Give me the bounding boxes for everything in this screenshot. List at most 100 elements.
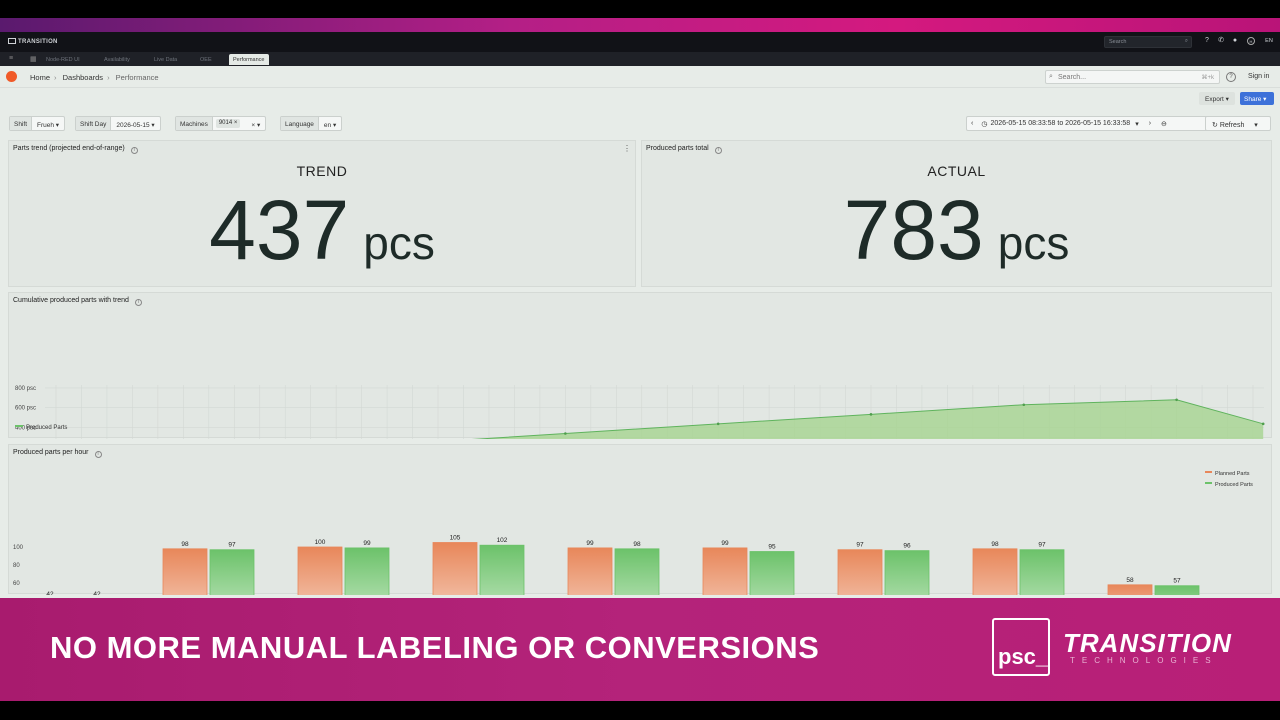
legend-planned: Planned Parts — [1205, 469, 1253, 480]
refresh-button[interactable]: ↻ Refresh ▾ — [1205, 116, 1271, 131]
clock-icon: ◷ — [981, 120, 988, 128]
produced-bar — [1154, 585, 1200, 595]
bar-value-label: 42 — [93, 591, 101, 595]
trend-panel-title: Parts trend (projected end-of-range) i — [13, 145, 138, 154]
dashboard-search-placeholder: Search... — [1058, 74, 1087, 81]
bar-value-label: 97 — [1038, 542, 1046, 549]
planned-bar — [297, 546, 343, 595]
actual-panel-title: Produced parts total i — [646, 145, 722, 154]
breadcrumb: Home › Dashboards › Performance — [30, 73, 159, 82]
caption-banner: NO MORE MANUAL LABELING OR CONVERSIONS p… — [0, 598, 1280, 701]
data-point — [564, 432, 567, 435]
planned-bar — [972, 548, 1018, 595]
produced-bar — [614, 548, 660, 595]
bar-value-label: 99 — [363, 540, 371, 547]
info-icon[interactable]: i — [130, 147, 138, 154]
trend-unit: pcs — [363, 217, 435, 269]
bar-value-label: 105 — [450, 535, 461, 542]
language-value: en — [323, 122, 332, 129]
transition-wordmark: TRANSITION — [1063, 628, 1232, 658]
actual-title-text: Produced parts total — [646, 145, 709, 152]
search-icon: ⌕ — [1049, 73, 1053, 80]
sign-in-link[interactable]: Sign in — [1248, 73, 1270, 80]
grid-icon[interactable]: ▦ — [30, 56, 37, 63]
grafana-logo-icon[interactable] — [6, 71, 17, 82]
data-point — [1022, 403, 1026, 407]
machine-chip[interactable]: 9014 × — [215, 119, 241, 128]
planned-bar — [432, 542, 478, 595]
help-icon[interactable]: ? — [1226, 72, 1236, 82]
produced-bar — [1019, 549, 1065, 595]
time-range-text: 2026-05-15 08:33:58 to 2026-05-15 16:33:… — [990, 120, 1131, 127]
language-variable[interactable]: Language en ▾ — [280, 116, 343, 131]
tab-node-red[interactable]: Node-RED UI — [46, 57, 80, 63]
shift-select[interactable]: Frueh ▾ — [37, 122, 60, 129]
bell-icon[interactable]: ● — [1232, 37, 1238, 44]
bar-value-label: 98 — [633, 541, 641, 548]
breadcrumb-home[interactable]: Home — [30, 73, 51, 82]
info-icon[interactable]: i — [134, 299, 142, 306]
legend-swatch — [1205, 482, 1212, 484]
share-button[interactable]: Share ▾ — [1240, 92, 1274, 105]
machines-label: Machines — [176, 117, 213, 130]
info-icon[interactable]: i — [94, 451, 102, 458]
time-forward-icon[interactable]: › — [1148, 120, 1152, 127]
machine-chip-value: 9014 — [218, 120, 233, 126]
language-select[interactable]: en ▾ — [323, 122, 337, 129]
zoom-out-icon[interactable]: ⊖ — [1161, 120, 1167, 128]
machines-variable[interactable]: Machines 9014 × × ▾ — [175, 116, 267, 131]
planned-bar — [567, 547, 613, 595]
tab-oee[interactable]: OEE — [200, 57, 212, 63]
shift-day-select[interactable]: 2026-05-15 ▾ — [116, 122, 155, 129]
language-label: Language — [281, 117, 319, 130]
search-shortcut: ⌘+k — [1201, 75, 1214, 81]
language-switch[interactable]: EN — [1265, 38, 1273, 44]
legend-planned-label: Planned Parts — [1215, 471, 1250, 477]
refresh-label: Refresh — [1219, 122, 1245, 129]
panel-menu-icon[interactable]: ⋮ — [623, 144, 631, 153]
dashboard-search-input[interactable]: ⌕ Search... ⌘+k — [1045, 70, 1220, 84]
app-search-input[interactable]: Search ⌕ — [1104, 36, 1192, 48]
shift-value: Frueh — [37, 122, 54, 129]
produced-area — [479, 399, 1264, 439]
variables-bar: Shift Frueh ▾ Shift Day 2026-05-15 ▾ Mac… — [0, 114, 1280, 134]
cumulative-title-text: Cumulative produced parts with trend — [13, 297, 129, 304]
search-icon: ⌕ — [1184, 38, 1188, 44]
produced-bar — [749, 551, 795, 595]
legend-swatch — [1205, 471, 1212, 473]
tab-live-data[interactable]: Live Data — [154, 57, 178, 63]
announce-icon[interactable]: ✆ — [1218, 37, 1224, 44]
shift-day-variable[interactable]: Shift Day 2026-05-15 ▾ — [75, 116, 161, 131]
cumulative-chart: 08:4008:5009:0009:1009:2009:3009:4009:50… — [15, 385, 1265, 439]
user-avatar[interactable]: H — [1247, 37, 1255, 45]
help-icon[interactable]: ? — [1205, 37, 1209, 44]
share-label: Share — [1244, 96, 1262, 103]
hourly-panel-title: Produced parts per hour i — [13, 449, 102, 458]
trend-panel: Parts trend (projected end-of-range) i ⋮ … — [8, 140, 636, 287]
export-label: Export — [1205, 96, 1224, 103]
tab-availability[interactable]: Availability — [104, 57, 130, 63]
bar-value-label: 58 — [1126, 577, 1134, 584]
bar-value-label: 97 — [856, 542, 864, 549]
tab-performance[interactable]: Performance — [229, 54, 269, 65]
machines-clear[interactable]: × ▾ — [251, 122, 261, 129]
info-icon[interactable]: i — [714, 147, 722, 154]
trend-value: 437 pcs — [9, 185, 635, 275]
shift-variable[interactable]: Shift Frueh ▾ — [9, 116, 66, 131]
bar-value-label: 97 — [228, 542, 236, 549]
export-button[interactable]: Export ▾ — [1199, 92, 1235, 105]
shift-label: Shift — [10, 117, 33, 130]
planned-bar — [702, 547, 748, 595]
breadcrumb-dashboards[interactable]: Dashboards — [62, 73, 104, 82]
bottom-letterbox — [0, 701, 1280, 720]
legend-produced: Produced Parts — [1205, 480, 1253, 491]
top-gradient-strip — [0, 18, 1280, 32]
produced-bar — [344, 547, 390, 595]
menu-icon[interactable]: ≡ — [9, 55, 14, 62]
time-back-icon[interactable]: ‹ — [971, 120, 974, 127]
shift-day-label: Shift Day — [76, 117, 112, 130]
produced-line — [471, 399, 1264, 439]
time-range-picker[interactable]: ‹ ◷ 2026-05-15 08:33:58 to 2026-05-15 16… — [966, 116, 1208, 131]
dashboard-nav: Home › Dashboards › Performance ⌕ Search..… — [0, 66, 1280, 88]
